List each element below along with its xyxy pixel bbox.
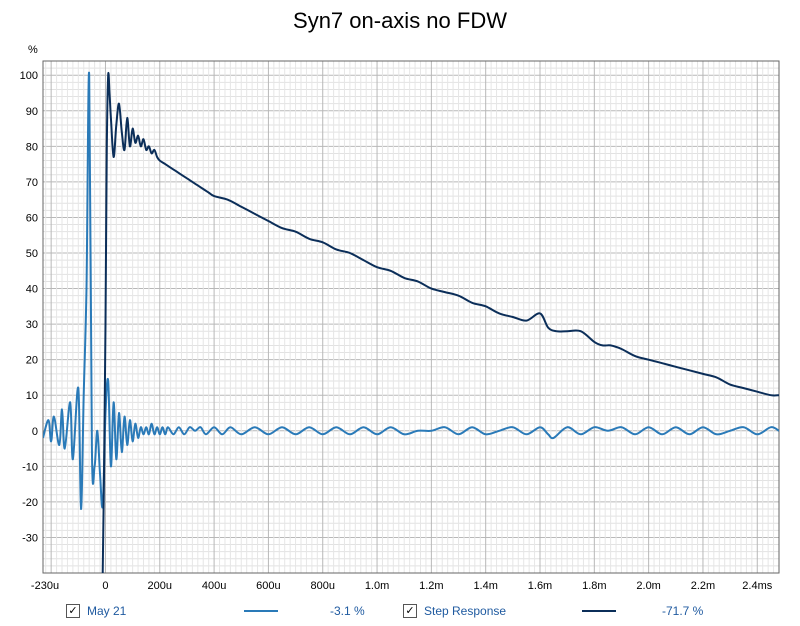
series-lines xyxy=(43,71,779,573)
y-tick-label: 100 xyxy=(20,70,38,82)
x-tick-label: 2.4ms xyxy=(742,580,772,592)
legend-swatch-may21 xyxy=(244,610,278,612)
y-tick-label: 30 xyxy=(26,319,38,331)
legend-swatch-step-response xyxy=(582,610,616,612)
x-tick-label: 1.4m xyxy=(473,580,497,592)
x-tick-label: 200u xyxy=(148,580,172,592)
x-tick-label: 1.8m xyxy=(582,580,606,592)
y-tick-label: 40 xyxy=(26,284,38,296)
x-tick-label: 1.6m xyxy=(528,580,552,592)
x-tick-label: -230u xyxy=(31,580,59,592)
x-tick-label: 800u xyxy=(310,580,334,592)
legend-value-step-response: -71.7 % xyxy=(662,604,704,618)
y-tick-label: 20 xyxy=(26,355,38,367)
plot-area xyxy=(42,60,780,574)
x-tick-label: 0 xyxy=(102,580,108,592)
legend-label-step-response: Step Response xyxy=(424,604,507,618)
series-line-may-21 xyxy=(43,71,779,511)
x-tick-label: 1.2m xyxy=(419,580,443,592)
legend: ✓ May 21 -3.1 % ✓ Step Response -71.7 % xyxy=(0,600,800,624)
y-tick-label: 50 xyxy=(26,248,38,260)
y-tick-label: 70 xyxy=(26,177,38,189)
x-tick-label: 2.2m xyxy=(691,580,715,592)
y-tick-label: -20 xyxy=(22,497,38,509)
series-line-step-response xyxy=(101,72,779,573)
legend-checkbox-step-response[interactable]: ✓ xyxy=(403,604,417,618)
y-tick-label: 60 xyxy=(26,212,38,224)
x-tick-label: 1.0m xyxy=(365,580,389,592)
legend-checkbox-may21[interactable]: ✓ xyxy=(66,604,80,618)
y-tick-label: 0 xyxy=(32,426,38,438)
y-tick-label: -10 xyxy=(22,461,38,473)
y-axis-unit: % xyxy=(28,44,38,56)
y-tick-label: -30 xyxy=(22,532,38,544)
x-tick-label: 400u xyxy=(202,580,226,592)
legend-label-may21: May 21 xyxy=(87,604,127,618)
y-tick-label: 80 xyxy=(26,141,38,153)
x-tick-label: 600u xyxy=(256,580,280,592)
y-tick-label: 90 xyxy=(26,106,38,118)
chart-title: Syn7 on-axis no FDW xyxy=(293,8,507,33)
y-tick-label: 10 xyxy=(26,390,38,402)
grid xyxy=(43,60,779,574)
legend-value-may21: -3.1 % xyxy=(330,604,365,618)
x-tick-label: 2.0m xyxy=(636,580,660,592)
